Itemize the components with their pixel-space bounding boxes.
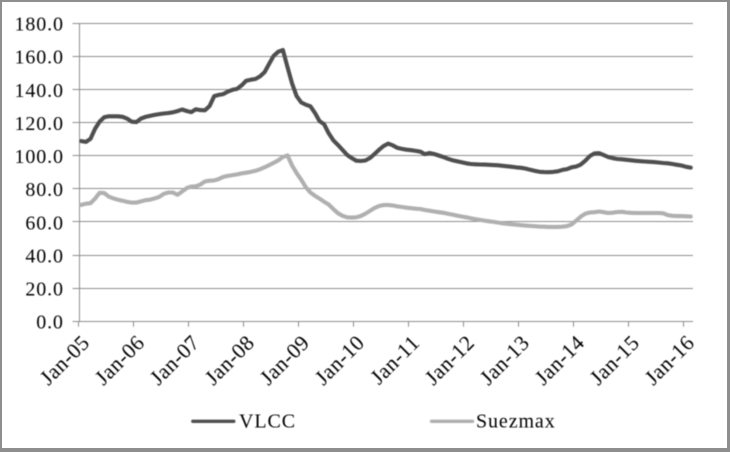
svg-text:0.0: 0.0	[36, 312, 64, 334]
svg-text:40.0: 40.0	[25, 246, 63, 268]
svg-text:160.0: 160.0	[15, 47, 64, 69]
svg-text:Suezmax: Suezmax	[476, 411, 556, 433]
svg-text:180.0: 180.0	[15, 14, 64, 36]
svg-text:80.0: 80.0	[25, 179, 63, 201]
svg-text:20.0: 20.0	[25, 279, 63, 301]
svg-text:60.0: 60.0	[25, 212, 63, 234]
svg-text:VLCC: VLCC	[239, 411, 296, 433]
svg-text:100.0: 100.0	[15, 146, 64, 168]
svg-text:140.0: 140.0	[15, 80, 64, 102]
svg-text:120.0: 120.0	[15, 113, 64, 135]
